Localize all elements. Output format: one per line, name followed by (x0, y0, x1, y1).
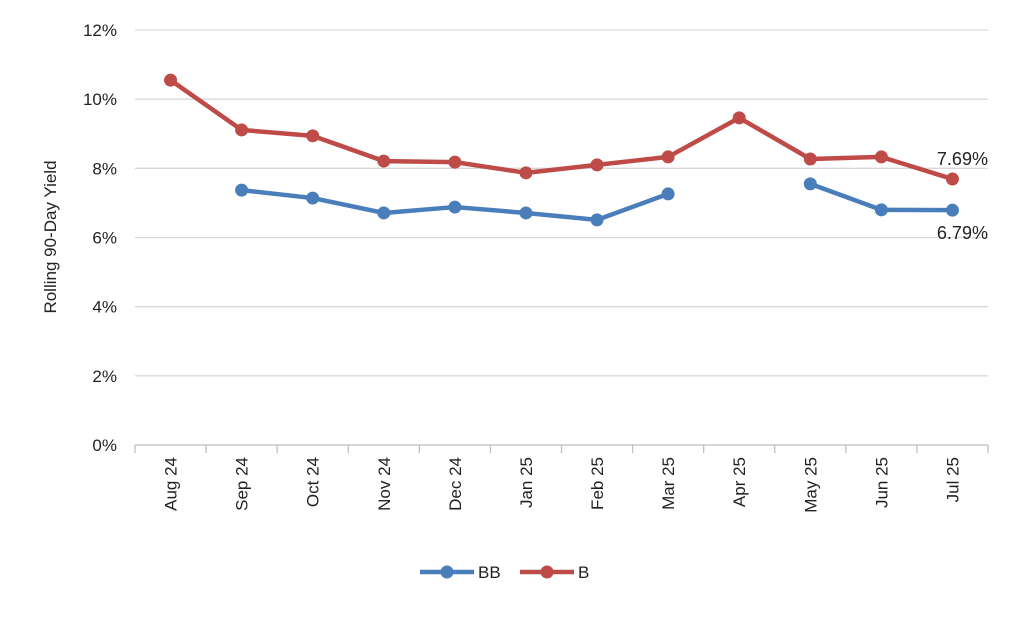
data-point (377, 154, 391, 168)
x-tick-label: Jul 25 (943, 457, 962, 502)
data-point (235, 183, 249, 197)
data-point (306, 129, 320, 143)
legend-label: BB (478, 563, 501, 582)
data-point (448, 200, 462, 214)
data-point (803, 152, 817, 166)
x-tick-label: Jun 25 (872, 457, 891, 508)
data-point (448, 155, 462, 169)
data-point (590, 213, 604, 227)
data-point (661, 150, 675, 164)
y-tick-label: 4% (92, 298, 117, 317)
series-group (164, 73, 959, 227)
y-tick-label: 2% (92, 367, 117, 386)
y-tick-label: 0% (92, 436, 117, 455)
legend-item-bb: BB (420, 563, 501, 582)
data-point (590, 158, 604, 172)
legend-item-b: B (520, 563, 589, 582)
x-tick-label: Apr 25 (730, 457, 749, 507)
data-point (377, 206, 391, 220)
y-axis-label: Rolling 90-Day Yield (41, 160, 60, 313)
x-tick-label: Jan 25 (517, 457, 536, 508)
y-tick-label: 8% (92, 159, 117, 178)
x-tick-label: May 25 (801, 457, 820, 513)
series-b (164, 73, 959, 186)
data-point (874, 150, 888, 164)
gridlines (134, 29, 989, 453)
data-label: 7.69% (937, 149, 988, 169)
x-tick-label: Sep 24 (233, 457, 252, 511)
series-line (169, 78, 954, 182)
x-tick-label: Oct 24 (304, 457, 323, 507)
x-tick-label: Feb 25 (588, 457, 607, 510)
data-point (732, 111, 746, 125)
series-bb (235, 177, 959, 227)
data-point (306, 191, 320, 205)
legend-marker (440, 565, 454, 579)
legend: BB B (420, 563, 589, 582)
data-point (519, 206, 533, 220)
annotations: 7.69% 6.79% (937, 149, 988, 243)
x-tick-label: Nov 24 (375, 457, 394, 511)
data-point (235, 123, 249, 137)
x-tick-label: Mar 25 (659, 457, 678, 510)
data-point (945, 172, 959, 186)
x-axis-ticks: Aug 24 Sep 24 Oct 24 Nov 24 Dec 24 Jan 25 Feb … (162, 457, 963, 513)
y-axis-ticks: 0% 2% 4% 6% 8% 10% 12% (83, 21, 117, 455)
x-tick-label: Dec 24 (446, 457, 465, 511)
data-point (661, 187, 675, 201)
data-point (803, 177, 817, 191)
legend-label: B (578, 563, 589, 582)
legend-marker (540, 565, 554, 579)
data-point (164, 73, 178, 87)
y-tick-label: 12% (83, 21, 117, 40)
data-point (945, 203, 959, 217)
y-tick-label: 6% (92, 229, 117, 248)
data-point (519, 166, 533, 180)
x-tick-label: Aug 24 (162, 457, 181, 511)
data-label: 6.79% (937, 223, 988, 243)
data-point (874, 203, 888, 217)
y-tick-label: 10% (83, 90, 117, 109)
